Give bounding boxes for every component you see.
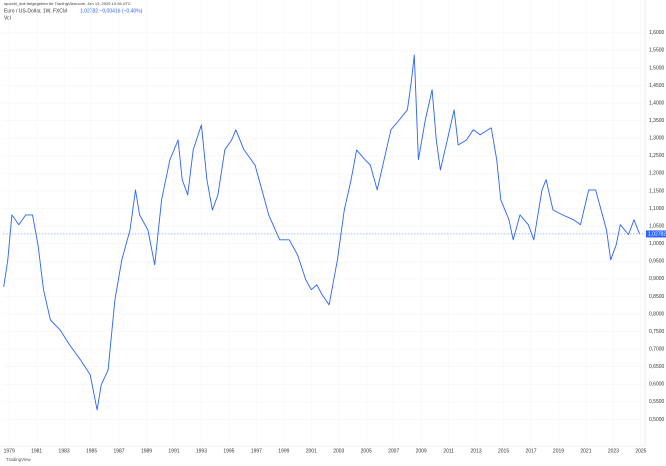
- x-tick-label: 2017: [525, 448, 536, 454]
- y-tick-label: 0,6500: [649, 364, 665, 370]
- y-tick-label: 0,8500: [649, 294, 665, 300]
- x-tick-label: 2015: [498, 448, 509, 454]
- y-tick-label: 1,1500: [649, 188, 665, 194]
- y-tick-label: 1,5000: [649, 65, 665, 71]
- x-tick-label: 1983: [59, 448, 70, 454]
- x-tick-label: 1995: [223, 448, 234, 454]
- y-tick-label: 0,7000: [649, 346, 665, 352]
- last-price-box: [646, 230, 666, 238]
- x-tick-label: 2025: [635, 448, 646, 454]
- symbol-title: Euro / US-Dollar, 1W, FXCM: [4, 8, 67, 14]
- x-tick-label: 1991: [168, 448, 179, 454]
- y-tick-label: 0,6000: [649, 382, 665, 388]
- x-tick-label: 2011: [443, 448, 454, 454]
- y-tick-label: 0,9500: [649, 259, 665, 265]
- x-tick-label: 2019: [553, 448, 564, 454]
- y-tick-label: 0,5500: [649, 399, 665, 405]
- x-tick-label: 2007: [388, 448, 399, 454]
- y-tick-label: 0,5000: [649, 417, 665, 423]
- y-tick-label: 0,9000: [649, 276, 665, 282]
- x-tick-label: 2023: [608, 448, 619, 454]
- share-note: sparchl_dok freigegeben für TradingView.…: [4, 1, 131, 6]
- y-tick-label: 1,4000: [649, 100, 665, 106]
- x-tick-label: 1999: [278, 448, 289, 454]
- x-tick-label: 2013: [471, 448, 482, 454]
- x-tick-label: 1997: [251, 448, 262, 454]
- price-line: [3, 54, 640, 411]
- y-tick-label: 0,7500: [649, 329, 665, 335]
- x-tick-label: 2001: [306, 448, 317, 454]
- price-change: 1,02782 −0,00416 (−0,40%): [80, 8, 143, 14]
- y-tick-label: 1,0000: [649, 241, 665, 247]
- y-tick-label: 0,8000: [649, 311, 665, 317]
- x-tick-label: 1989: [141, 448, 152, 454]
- y-tick-label: 1,0500: [649, 223, 665, 229]
- x-tick-label: 1985: [86, 448, 97, 454]
- x-tick-label: 2021: [580, 448, 591, 454]
- x-tick-label: 1979: [4, 448, 15, 454]
- y-tick-label: 1,3500: [649, 118, 665, 124]
- y-tick-label: 1,3000: [649, 136, 665, 142]
- x-tick-label: 2009: [416, 448, 427, 454]
- x-tick-label: 2003: [333, 448, 344, 454]
- y-tick-label: 1,2500: [649, 153, 665, 159]
- volume-label: Vol: [4, 15, 11, 21]
- y-tick-label: 1,2000: [649, 171, 665, 177]
- last-price-label: 1,02782: [648, 231, 666, 237]
- x-tick-label: 2005: [361, 448, 372, 454]
- x-tick-label: 1993: [196, 448, 207, 454]
- x-tick-label: 1981: [31, 448, 42, 454]
- y-tick-label: 1,6000: [649, 30, 665, 36]
- y-tick-label: 1,4500: [649, 83, 665, 89]
- y-tick-label: 1,1000: [649, 206, 665, 212]
- x-tick-label: 1987: [113, 448, 124, 454]
- y-tick-label: 1,5500: [649, 48, 665, 54]
- watermark: TradingView: [6, 457, 32, 462]
